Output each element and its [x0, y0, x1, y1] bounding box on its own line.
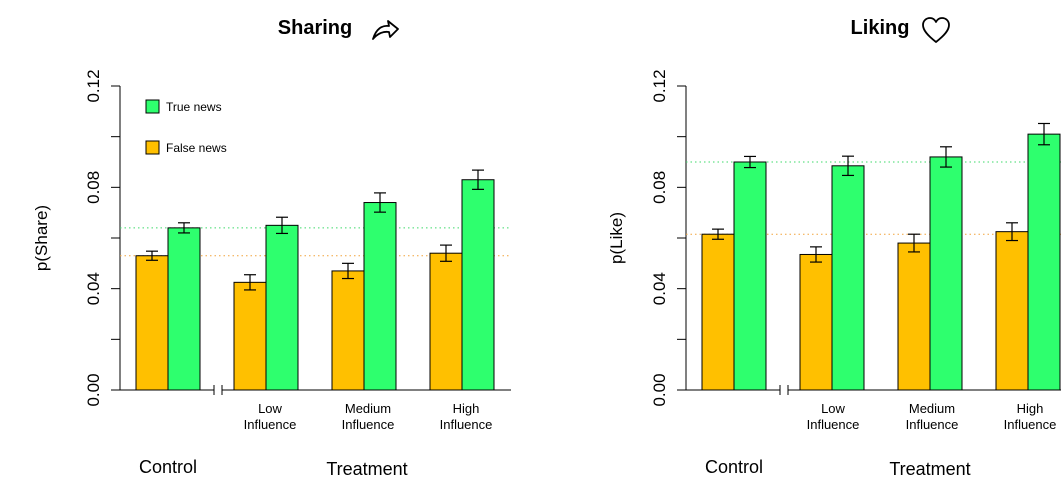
liking-treatment-label: Treatment [889, 459, 970, 479]
sharing-category-label-2: Medium [345, 401, 391, 416]
liking-error-bars [712, 122, 1050, 263]
sharing-bars [135, 179, 495, 391]
sharing-bar-false-0 [135, 255, 169, 391]
liking-bar-true-3 [1027, 133, 1061, 391]
liking-y-tick-label: 0.00 [650, 373, 669, 406]
liking-y-tick-label: 0.08 [650, 171, 669, 204]
liking-bar-false-3 [995, 231, 1029, 391]
legend-true-swatch [145, 99, 160, 114]
sharing-bar-true-3 [461, 179, 495, 391]
sharing-y-tick-label: 0.08 [84, 171, 103, 204]
legend: True news False news [145, 99, 227, 155]
sharing-category-label-3: Influence [440, 417, 493, 432]
liking-bars [701, 133, 1061, 391]
sharing-y-axis: 0.00 0.04 0.08 0.12 [84, 69, 121, 407]
liking-category-label-1: Low [821, 401, 845, 416]
sharing-bar-false-1 [233, 281, 267, 391]
legend-false-swatch [145, 140, 160, 155]
sharing-treatment-label: Treatment [326, 459, 407, 479]
liking-y-axis: 0.00 0.04 0.08 0.12 [650, 69, 687, 407]
liking-panel: Liking p(Like) 0.000.040.080.12 LowInflu… [607, 17, 1061, 479]
share-arrow-icon [372, 20, 399, 40]
sharing-y-tick-label: 0.00 [84, 373, 103, 406]
sharing-category-label-3: High [453, 401, 480, 416]
sharing-y-tick-label: 0.12 [84, 69, 103, 102]
liking-category-label-3: Influence [1004, 417, 1057, 432]
sharing-bar-false-3 [429, 252, 463, 391]
liking-y-tick-label: 0.12 [650, 69, 669, 102]
liking-bar-false-1 [799, 253, 833, 391]
legend-true-label: True news [166, 100, 222, 114]
sharing-y-tick-label: 0.04 [84, 272, 103, 305]
liking-y-axis-label: p(Like) [607, 212, 626, 264]
sharing-bar-true-2 [363, 202, 397, 391]
liking-x-axis [686, 385, 1061, 395]
sharing-error-bars [146, 169, 484, 291]
liking-bar-true-2 [929, 156, 963, 391]
legend-false-label: False news [166, 141, 227, 155]
sharing-x-axis [120, 385, 511, 395]
sharing-bar-true-1 [265, 224, 299, 391]
sharing-y-axis-label: p(Share) [32, 205, 51, 271]
liking-bar-false-0 [701, 233, 735, 391]
liking-category-label-3: High [1017, 401, 1044, 416]
liking-y-tick-label: 0.04 [650, 272, 669, 305]
liking-control-label: Control [705, 457, 763, 477]
sharing-category-label-1: Influence [244, 417, 297, 432]
sharing-bar-true-0 [167, 227, 201, 391]
liking-category-label-1: Influence [807, 417, 860, 432]
sharing-control-label: Control [139, 457, 197, 477]
sharing-category-label-1: Low [258, 401, 282, 416]
sharing-category-label-2: Influence [342, 417, 395, 432]
sharing-panel: Sharing p(Share) 0.000.040.080.12 LowInf… [32, 17, 511, 479]
sharing-title: Sharing [278, 17, 352, 39]
sharing-bar-false-2 [331, 270, 365, 391]
liking-bar-true-1 [831, 165, 865, 391]
liking-category-label-2: Influence [906, 417, 959, 432]
heart-outline-icon [922, 17, 950, 43]
liking-title: Liking [851, 17, 910, 39]
liking-bar-true-0 [733, 161, 767, 391]
liking-category-label-2: Medium [909, 401, 955, 416]
liking-bar-false-2 [897, 242, 931, 391]
